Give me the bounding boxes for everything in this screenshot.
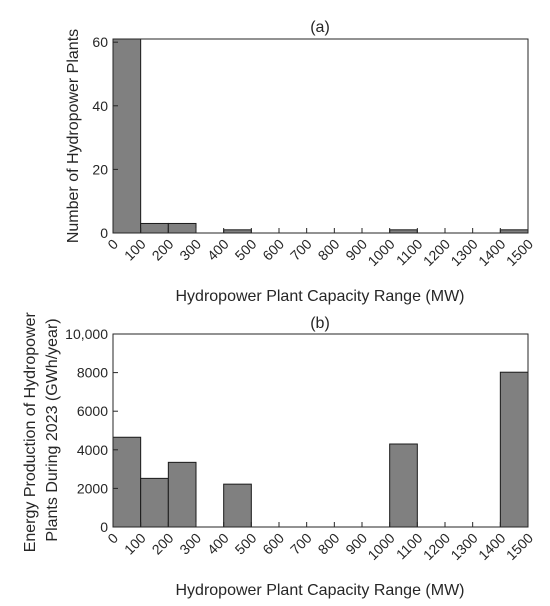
panel-a-bar-0: [112, 38, 142, 234]
panel-a-x-tick-label: 200: [149, 236, 177, 264]
panel-b-x-tick-label: 100: [121, 530, 149, 558]
panel-b-x-tick-label: 1400: [475, 530, 508, 563]
panel-a-y-tick-label: 0: [100, 225, 108, 241]
panel-b-x-ticks: 0 100 200 300 400 500 600 700 800 900100011001200…: [104, 522, 536, 563]
panel-b-x-tick-label: 500: [232, 530, 260, 558]
panel-a-x-axis-label: Hydropower Plant Capacity Range (MW): [176, 288, 465, 305]
panel-a-x-tick-label: 500: [232, 236, 260, 264]
panel-b-bar-10: [389, 443, 418, 528]
panel-a-x-tick-label: 800: [315, 236, 343, 264]
panel-a-x-tick-label: 1500: [503, 236, 536, 269]
panel-a-title: (a): [310, 19, 330, 36]
panel-a-x-tick-label: 1400: [475, 236, 508, 269]
panel-b-y-tick-label: 0: [100, 519, 108, 535]
panel-a-y-tick-label: 60: [92, 34, 108, 50]
panel-b-x-tick-label: 1000: [364, 530, 397, 563]
panel-a-y-tick-label: 20: [92, 161, 108, 177]
panel-a-x-tick-label: 1100: [393, 236, 426, 269]
panel-b-bar-1: [140, 477, 169, 528]
panel-b-title: (b): [310, 315, 330, 332]
panel-a-x-tick-label: 400: [204, 236, 232, 264]
panel-b-plot-frame: [112, 333, 529, 528]
panel-b-bar-0: [112, 436, 142, 528]
panel-a-x-tick-label: 1300: [447, 236, 480, 269]
panel-a-x-tick-label: 600: [259, 236, 287, 264]
panel-a-y-tick-label: 40: [92, 98, 108, 114]
panel-b-y-axis-label: Energy Production of Hydropower Plants D…: [22, 308, 61, 553]
panel-b-x-tick-label: 1500: [503, 530, 536, 563]
panel-a-bar-1: [140, 222, 169, 234]
panel-b-y-tick-label: 10,000: [65, 326, 108, 342]
panel-a-x-tick-label: 0: [104, 236, 121, 253]
panel-a-x-ticks: 0 100 200 300 400 500 600 700 800 900100011001200…: [104, 228, 536, 269]
panel-b-x-tick-label: 300: [176, 530, 204, 558]
panel-b-bar-2: [167, 461, 197, 528]
panel-a-bars: [112, 38, 529, 234]
panel-b-y-tick-label: 2000: [77, 480, 108, 496]
panel-b-x-tick-label: 400: [204, 530, 232, 558]
panel-b-bar-14: [499, 371, 529, 528]
panel-a-x-tick-label: 1200: [420, 236, 453, 269]
panel-b-x-tick-label: 1100: [393, 530, 426, 563]
panel-a-x-tick-label: 300: [176, 236, 204, 264]
panel-b-bars: [112, 371, 529, 528]
panel-b-y-axis-label-line-1: Energy Production of Hydropower: [22, 311, 39, 552]
panel-a-plot-frame: [112, 38, 529, 234]
panel-b-x-tick-label: 600: [259, 530, 287, 558]
panel-a-bar-2: [167, 222, 197, 234]
panel-b-x-axis-label: Hydropower Plant Capacity Range (MW): [176, 582, 465, 599]
panel-a-x-tick-label: 100: [121, 236, 149, 264]
panel-b-x-tick-label: 1300: [447, 530, 480, 563]
panel-b-y-tick-label: 8000: [77, 365, 108, 381]
panel-a-x-tick-label: 1000: [364, 236, 397, 269]
panel-b-x-tick-label: 200: [149, 530, 177, 558]
panel-a-y-ticks: 0 20 40 60: [92, 34, 118, 241]
panel-b-x-tick-label: 800: [315, 530, 343, 558]
panel-b-x-tick-label: 0: [104, 530, 121, 547]
panel-b-y-tick-label: 6000: [77, 403, 108, 419]
panel-b-y-ticks: 0 2000 4000 6000 8000 10,000: [65, 326, 118, 535]
panel-a-x-tick-label: 700: [287, 236, 315, 264]
panel-b-y-tick-label: 4000: [77, 442, 108, 458]
panel-b-y-axis-label-line-2: Plants During 2023 (GWh/year): [44, 318, 61, 541]
panel-b-bar-4: [223, 483, 252, 528]
panel-a-y-axis-label: Number of Hydropower Plants: [65, 29, 82, 243]
panel-b-x-tick-label: 1200: [420, 530, 453, 563]
panel-b-x-tick-label: 700: [287, 530, 315, 558]
